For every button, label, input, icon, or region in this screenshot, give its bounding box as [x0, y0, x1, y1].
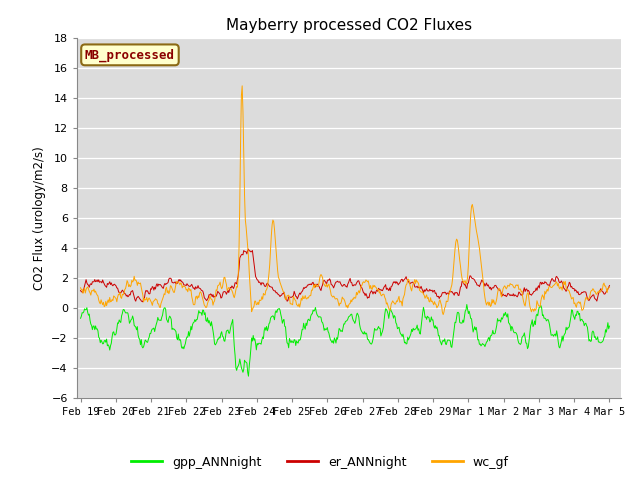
- Line: er_ANNnight: er_ANNnight: [81, 249, 609, 302]
- wc_gf: [163, 284, 170, 290]
- er_ANNnight: [92, 279, 99, 285]
- gpp_ANNnight: [557, 338, 565, 344]
- er_ANNnight: [524, 288, 531, 294]
- er_ANNnight: [557, 278, 565, 284]
- Y-axis label: CO2 Flux (urology/m2/s): CO2 Flux (urology/m2/s): [33, 146, 45, 290]
- er_ANNnight: [244, 246, 252, 252]
- wc_gf: [77, 285, 84, 291]
- Title: Mayberry processed CO2 Fluxes: Mayberry processed CO2 Fluxes: [226, 18, 472, 33]
- gpp_ANNnight: [163, 316, 170, 322]
- gpp_ANNnight: [463, 301, 470, 307]
- Line: gpp_ANNnight: gpp_ANNnight: [81, 304, 609, 376]
- wc_gf: [605, 284, 613, 290]
- wc_gf: [524, 290, 531, 296]
- wc_gf: [439, 312, 447, 317]
- er_ANNnight: [251, 267, 259, 273]
- er_ANNnight: [163, 280, 171, 286]
- gpp_ANNnight: [77, 315, 84, 321]
- er_ANNnight: [605, 283, 613, 288]
- gpp_ANNnight: [218, 329, 225, 335]
- wc_gf: [250, 303, 258, 309]
- gpp_ANNnight: [244, 373, 252, 379]
- gpp_ANNnight: [605, 323, 613, 329]
- er_ANNnight: [139, 299, 147, 305]
- gpp_ANNnight: [524, 346, 531, 351]
- wc_gf: [218, 286, 225, 292]
- er_ANNnight: [219, 292, 227, 298]
- Legend: gpp_ANNnight, er_ANNnight, wc_gf: gpp_ANNnight, er_ANNnight, wc_gf: [126, 451, 514, 474]
- wc_gf: [92, 288, 99, 294]
- wc_gf: [238, 83, 246, 89]
- er_ANNnight: [77, 288, 84, 293]
- gpp_ANNnight: [92, 323, 99, 329]
- wc_gf: [557, 285, 565, 290]
- gpp_ANNnight: [250, 337, 258, 343]
- Text: MB_processed: MB_processed: [85, 48, 175, 61]
- Line: wc_gf: wc_gf: [81, 86, 609, 314]
